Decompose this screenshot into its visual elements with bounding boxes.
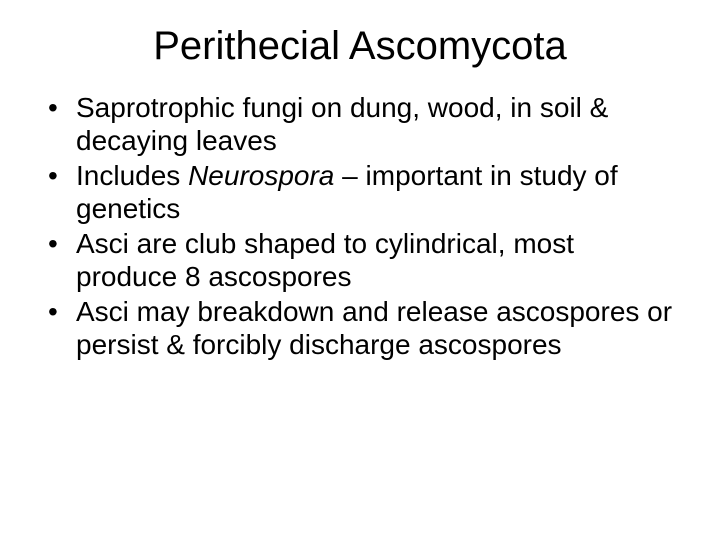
bullet-text-italic: Neurospora: [188, 160, 334, 191]
list-item: Includes Neurospora – important in study…: [48, 159, 682, 225]
list-item: Asci may breakdown and release ascospore…: [48, 295, 682, 361]
bullet-list: Saprotrophic fungi on dung, wood, in soi…: [30, 91, 690, 361]
slide-title: Perithecial Ascomycota: [30, 24, 690, 69]
slide: Perithecial Ascomycota Saprotrophic fung…: [0, 0, 720, 540]
bullet-text-pre: Asci may breakdown and release ascospore…: [76, 296, 672, 360]
bullet-text-pre: Includes: [76, 160, 188, 191]
bullet-text-pre: Asci are club shaped to cylindrical, mos…: [76, 228, 574, 292]
list-item: Saprotrophic fungi on dung, wood, in soi…: [48, 91, 682, 157]
bullet-text-pre: Saprotrophic fungi on dung, wood, in soi…: [76, 92, 608, 156]
list-item: Asci are club shaped to cylindrical, mos…: [48, 227, 682, 293]
